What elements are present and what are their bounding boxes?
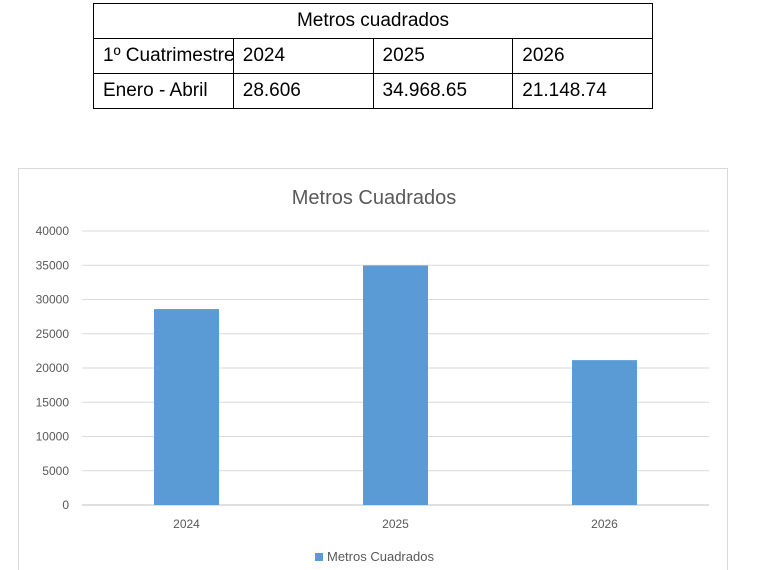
- y-tick-label: 5000: [42, 464, 69, 478]
- chart-area: Metros Cuadrados 0 5000 10000 15000 20000 250…: [18, 168, 728, 570]
- chart-title: Metros Cuadrados: [292, 187, 457, 209]
- table-cell-period-label: 1º Cuatrimestre: [93, 38, 235, 74]
- table-cell-value-2026: 21.148.74: [512, 73, 653, 109]
- y-tick-label: 0: [62, 498, 69, 512]
- table-title: Metros cuadrados: [93, 3, 653, 39]
- bar-2024: [154, 309, 219, 505]
- legend-label: Metros Cuadrados: [327, 549, 434, 564]
- y-tick-label: 15000: [36, 395, 70, 409]
- table-row: 1º Cuatrimestre 2024 2025 2026: [93, 38, 653, 74]
- table-cell-value-2025: 34.968.65: [372, 73, 514, 109]
- y-tick-label: 20000: [36, 361, 70, 375]
- bar-2025: [363, 265, 428, 505]
- table-cell-year-2026: 2026: [512, 38, 653, 74]
- legend: Metros Cuadrados: [315, 549, 434, 564]
- table-cell-period: Enero - Abril: [93, 73, 234, 109]
- x-axis-ticks: 2024 2025 2026: [173, 517, 618, 531]
- data-table: Metros cuadrados 1º Cuatrimestre 2024 20…: [93, 3, 653, 109]
- y-tick-label: 35000: [36, 258, 70, 272]
- y-tick-label: 10000: [36, 430, 70, 444]
- table-header-row: Metros cuadrados: [93, 3, 653, 39]
- y-tick-label: 40000: [36, 224, 70, 238]
- y-axis-ticks: 0 5000 10000 15000 20000 25000 30000 35000 40000: [36, 224, 70, 512]
- table-cell-year-2024: 2024: [232, 38, 374, 74]
- bar-2026: [572, 360, 637, 505]
- y-tick-label: 30000: [36, 293, 70, 307]
- bars: [154, 265, 637, 505]
- bar-chart: Metros Cuadrados 0 5000 10000 15000 20000 250…: [36, 187, 709, 564]
- table-cell-value-2024: 28.606: [232, 73, 374, 109]
- y-tick-label: 25000: [36, 327, 70, 341]
- table-row: Enero - Abril 28.606 34.968.65 21.148.74: [93, 73, 653, 109]
- x-tick-label: 2025: [382, 517, 409, 531]
- x-tick-label: 2024: [173, 517, 200, 531]
- table-cell-year-2025: 2025: [372, 38, 514, 74]
- x-tick-label: 2026: [591, 517, 618, 531]
- legend-swatch: [315, 553, 323, 561]
